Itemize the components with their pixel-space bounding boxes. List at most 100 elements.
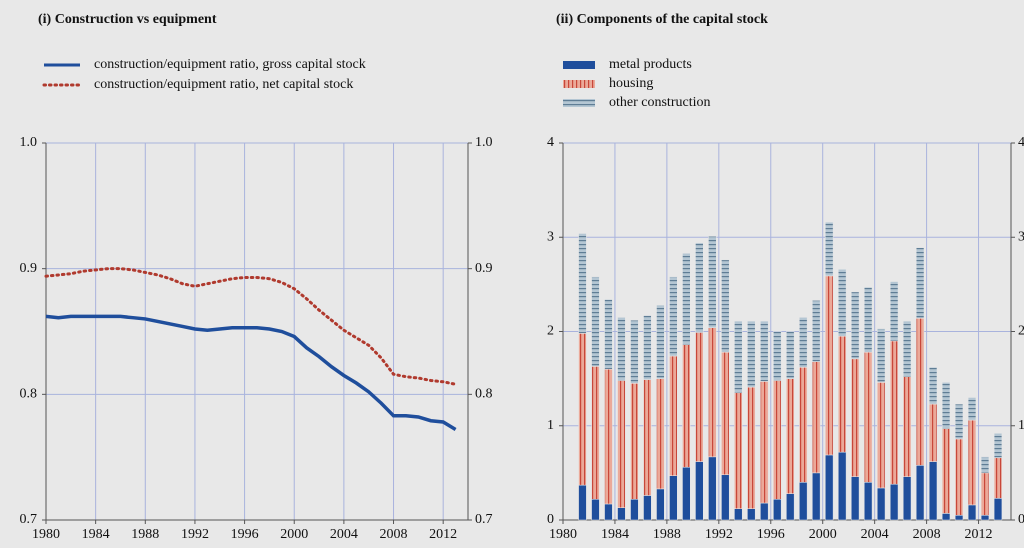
bar-segment <box>721 351 730 476</box>
x-tick-label: 2008 <box>380 527 408 542</box>
y-tick-label: 2 <box>547 324 554 339</box>
x-tick-label: 2004 <box>861 527 889 542</box>
bar-segment <box>708 456 717 521</box>
legend-label: construction/equipment ratio, net capita… <box>94 77 353 92</box>
bar-segment <box>786 493 795 521</box>
bar-segment <box>889 483 899 521</box>
x-tick-label: 1988 <box>131 527 159 542</box>
x-tick-label: 1980 <box>549 527 577 542</box>
bar-segment <box>721 474 730 521</box>
bar-segment <box>760 502 769 521</box>
bar-segment <box>604 299 613 370</box>
y-tick-label: 0.9 <box>20 261 38 276</box>
bar-segment <box>799 367 808 483</box>
bar-segment <box>825 275 834 456</box>
bar-segment <box>812 472 821 521</box>
bar-segment <box>889 281 899 342</box>
bar-segment <box>954 403 964 440</box>
y2-tick-label: 0.7 <box>475 512 493 527</box>
legend-label: other construction <box>609 95 710 110</box>
y2-tick-label: 0 <box>1018 512 1024 527</box>
bar-segment <box>682 344 691 468</box>
y-tick-label: 0 <box>547 512 554 527</box>
bar-segment <box>915 318 925 466</box>
bar-segment <box>889 340 899 485</box>
x-tick-label: 1988 <box>653 527 681 542</box>
bar-segment <box>902 476 912 521</box>
bar-segment <box>656 488 665 521</box>
bar-segment <box>734 508 743 521</box>
bar-segment <box>851 291 860 360</box>
x-tick-label: 2000 <box>809 527 837 542</box>
bar-segment <box>915 465 925 521</box>
bar-segment <box>591 499 600 521</box>
bar-segment <box>928 367 938 405</box>
bar-segment <box>876 328 886 383</box>
bar-segment <box>980 472 990 516</box>
x-tick-label: 1984 <box>601 527 629 542</box>
bar-segment <box>967 419 977 506</box>
bar-segment <box>734 320 743 394</box>
legend-swatch <box>563 99 595 107</box>
bar-segment <box>915 247 925 319</box>
bar-segment <box>825 221 834 277</box>
bar-segment <box>993 433 1003 459</box>
y2-tick-label: 0.9 <box>475 261 493 276</box>
bar-segment <box>630 319 639 384</box>
bar-segment <box>591 276 600 367</box>
bar-segment <box>578 484 587 521</box>
bar-segment <box>954 438 964 516</box>
bar-segment <box>838 269 847 337</box>
bar-segment <box>578 233 587 334</box>
bar-segment <box>643 379 652 496</box>
bar-segment <box>617 507 626 521</box>
x-tick-label: 2008 <box>913 527 941 542</box>
bar-segment <box>747 320 756 388</box>
bar-segment <box>812 361 821 474</box>
y-tick-label: 4 <box>547 135 554 150</box>
y2-tick-label: 1 <box>1018 418 1024 433</box>
bar-segment <box>786 331 795 379</box>
x-tick-label: 2004 <box>330 527 358 542</box>
bar-segment <box>773 331 782 381</box>
chart-title: (i) Construction vs equipment <box>38 12 217 27</box>
bar-segment <box>993 457 1003 499</box>
bar-segment <box>695 242 704 333</box>
y-tick-label: 1 <box>547 418 554 433</box>
x-tick-label: 1996 <box>757 527 785 542</box>
bar-segment <box>669 276 678 357</box>
y-tick-label: 0.8 <box>20 387 38 402</box>
y2-tick-label: 4 <box>1018 135 1024 150</box>
bar-segment <box>643 315 652 380</box>
bar-segment <box>604 368 613 505</box>
bar-segment <box>669 355 678 476</box>
bar-segment <box>578 333 587 486</box>
bar-segment <box>721 259 730 353</box>
x-tick-label: 1980 <box>32 527 60 542</box>
legend-swatch <box>563 80 595 88</box>
y-tick-label: 0.7 <box>20 512 38 527</box>
bar-segment <box>760 381 769 504</box>
bar-segment <box>747 508 756 521</box>
y2-tick-label: 0.8 <box>475 387 493 402</box>
y2-tick-label: 2 <box>1018 324 1024 339</box>
x-tick-label: 2012 <box>429 527 457 542</box>
y-tick-label: 1.0 <box>20 135 38 150</box>
bar-segment <box>708 236 717 328</box>
bar-segment <box>928 461 938 521</box>
x-tick-label: 1996 <box>231 527 259 542</box>
bar-segment <box>643 495 652 521</box>
bar-segment <box>682 466 691 521</box>
bar-segment <box>864 286 873 353</box>
bar-segment <box>591 366 600 500</box>
bar-segment <box>799 482 808 521</box>
bar-segment <box>682 253 691 345</box>
bar-segment <box>876 382 886 489</box>
bar-segment <box>747 386 756 509</box>
bar-segment <box>864 482 873 521</box>
bar-segment <box>851 358 860 477</box>
x-tick-label: 2012 <box>965 527 993 542</box>
bar-segment <box>825 454 834 521</box>
